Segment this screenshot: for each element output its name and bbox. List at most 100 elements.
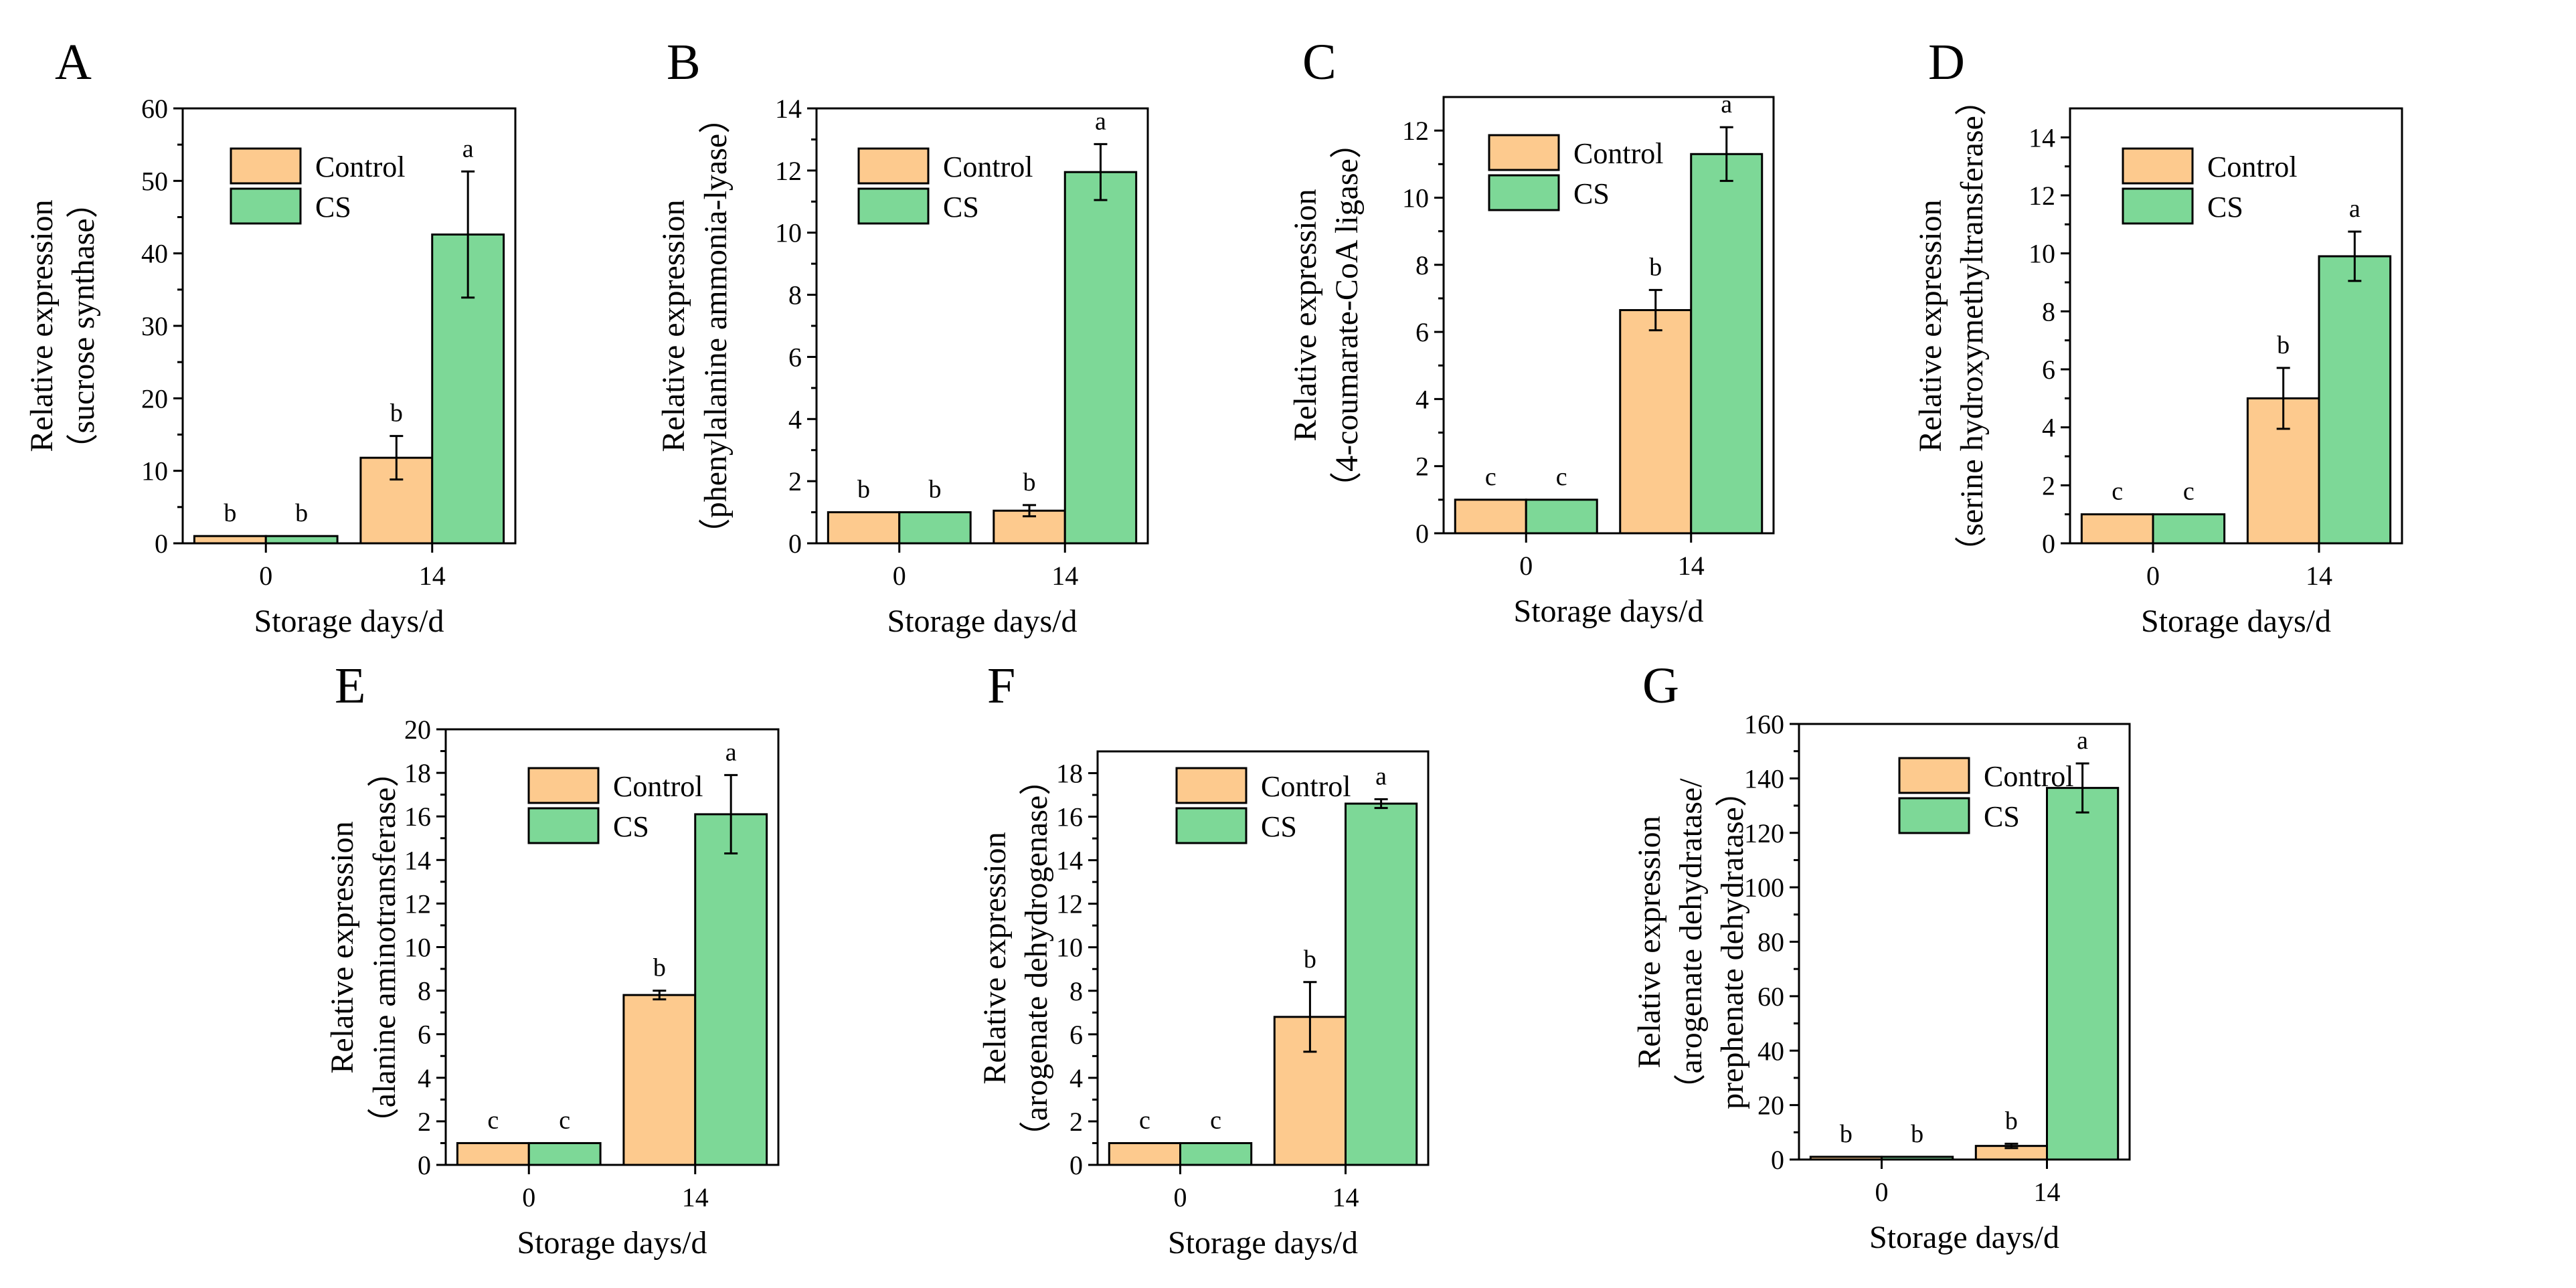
bar-control-day-0 xyxy=(1108,1141,1182,1166)
significance-letter: b xyxy=(2277,331,2290,359)
y-tick-label: 0 xyxy=(2042,529,2055,559)
legend-label-cs: CS xyxy=(613,810,649,843)
y-tick-label: 2 xyxy=(788,466,802,496)
panel-label: F xyxy=(987,658,1015,714)
x-tick-label: 0 xyxy=(893,561,906,591)
panel-label: C xyxy=(1302,34,1337,90)
y-axis-label: Relative expression xyxy=(1632,816,1667,1068)
legend-swatch-control xyxy=(1898,757,1970,794)
panel-f: F 0 2 4 6 8 10 12 14 16 18 0 c c 14 b a Storage days/d Rel… xyxy=(977,658,1430,1261)
legend-label-control: Control xyxy=(613,770,703,803)
x-tick-label: 0 xyxy=(1519,551,1533,581)
legend-swatch-cs xyxy=(1898,797,1970,834)
y-tick-label: 0 xyxy=(1069,1150,1083,1180)
y-tick-label: 2 xyxy=(2042,470,2055,500)
significance-letter: a xyxy=(462,134,474,163)
panel-b: B 0 2 4 6 8 10 12 14 0 b b 14 b a Storage days/d Relativ… xyxy=(656,34,1149,639)
bar-cs-day-14 xyxy=(1063,171,1138,545)
x-tick-label: 14 xyxy=(2306,561,2332,591)
y-axis-label: （arogenate dehydrogenase） xyxy=(1019,763,1054,1153)
significance-letter: b xyxy=(1023,468,1036,496)
y-tick-label: 16 xyxy=(1056,802,1083,832)
y-tick-label: 60 xyxy=(1757,982,1784,1012)
x-tick-label: 14 xyxy=(682,1182,709,1212)
y-tick-label: 0 xyxy=(155,529,168,559)
legend-label-control: Control xyxy=(315,151,405,183)
y-tick-label: 14 xyxy=(404,845,431,875)
y-axis-label: （serine hydroxymethyltransferase） xyxy=(1954,84,1990,568)
y-tick-label: 30 xyxy=(141,311,168,341)
y-axis-label: （phenylalanine ammonia-lyase） xyxy=(698,102,734,550)
legend-swatch-control xyxy=(2122,147,2194,185)
y-tick-label: 6 xyxy=(1415,317,1429,347)
significance-letter: a xyxy=(2349,195,2360,223)
y-axis-label: Relative expression xyxy=(656,199,691,452)
y-tick-label: 8 xyxy=(2042,296,2055,327)
y-tick-label: 14 xyxy=(2029,122,2055,153)
significance-letter: c xyxy=(1210,1106,1221,1134)
y-tick-label: 10 xyxy=(2029,239,2055,269)
legend-label-control: Control xyxy=(943,151,1033,183)
y-tick-label: 8 xyxy=(418,976,431,1006)
plot-frame xyxy=(2069,107,2403,545)
y-tick-label: 20 xyxy=(1757,1091,1784,1121)
x-tick-label: 0 xyxy=(259,561,272,591)
legend-swatch-control xyxy=(527,767,600,804)
legend-swatch-cs xyxy=(2122,187,2194,225)
y-tick-label: 4 xyxy=(418,1063,431,1093)
significance-letter: c xyxy=(559,1106,570,1134)
y-axis-label: （4-coumarate-CoA ligase） xyxy=(1329,126,1365,504)
y-tick-label: 10 xyxy=(1056,933,1083,963)
x-tick-label: 0 xyxy=(2146,561,2160,591)
bar-cs-day-14 xyxy=(694,813,768,1166)
y-tick-label: 0 xyxy=(1771,1145,1784,1175)
significance-letter: c xyxy=(487,1106,499,1134)
x-tick-label: 14 xyxy=(419,561,446,591)
y-tick-label: 4 xyxy=(1415,384,1429,414)
y-axis-label: Relative expression xyxy=(325,821,360,1073)
bar-cs-day-0 xyxy=(2152,513,2226,545)
legend-swatch-control xyxy=(1175,767,1248,804)
y-tick-label: 12 xyxy=(404,889,431,919)
bar-cs-day-14 xyxy=(2318,255,2392,545)
bar-control-day-0 xyxy=(1809,1156,1883,1161)
y-tick-label: 160 xyxy=(1744,709,1784,739)
panel-label: B xyxy=(667,34,701,90)
y-axis-label: （arogenate dehydratase/ xyxy=(1673,778,1709,1106)
y-tick-label: 100 xyxy=(1744,872,1784,903)
y-axis-label: （alanine aminotransferase） xyxy=(367,755,402,1139)
y-tick-label: 2 xyxy=(1069,1107,1083,1137)
legend-label-control: Control xyxy=(1261,770,1351,803)
x-tick-label: 0 xyxy=(1174,1182,1187,1212)
y-tick-label: 40 xyxy=(1757,1036,1784,1066)
significance-letter: a xyxy=(1375,763,1387,791)
x-axis-label: Storage days/d xyxy=(254,604,444,639)
legend-label-cs: CS xyxy=(1573,177,1610,210)
y-tick-label: 10 xyxy=(141,456,168,486)
y-tick-label: 6 xyxy=(788,342,802,372)
significance-letter: b xyxy=(857,476,870,504)
y-tick-label: 0 xyxy=(1415,519,1429,549)
x-tick-label: 14 xyxy=(1333,1182,1359,1212)
y-tick-label: 12 xyxy=(1402,116,1429,146)
y-tick-label: 10 xyxy=(404,933,431,963)
x-tick-label: 0 xyxy=(522,1182,535,1212)
significance-letter: c xyxy=(1485,463,1496,491)
legend-swatch-cs xyxy=(1488,174,1560,211)
y-tick-label: 4 xyxy=(788,404,802,434)
panel-d: D 0 2 4 6 8 10 12 14 0 c c 14 b a Storage days/d Relativ… xyxy=(1913,34,2403,639)
bar-cs-day-0 xyxy=(264,535,339,545)
legend-swatch-control xyxy=(230,147,302,185)
y-axis-label: （sucrose synthase） xyxy=(66,186,101,465)
y-tick-label: 40 xyxy=(141,239,168,269)
significance-letter: a xyxy=(1721,90,1732,118)
x-axis-label: Storage days/d xyxy=(1869,1220,2059,1255)
significance-letter: b xyxy=(1840,1120,1853,1148)
y-tick-label: 6 xyxy=(2042,355,2055,385)
y-tick-label: 80 xyxy=(1757,927,1784,957)
y-tick-label: 0 xyxy=(418,1150,431,1180)
significance-letter: b xyxy=(390,399,403,428)
y-tick-label: 2 xyxy=(418,1107,431,1137)
legend-label-cs: CS xyxy=(1261,810,1297,843)
